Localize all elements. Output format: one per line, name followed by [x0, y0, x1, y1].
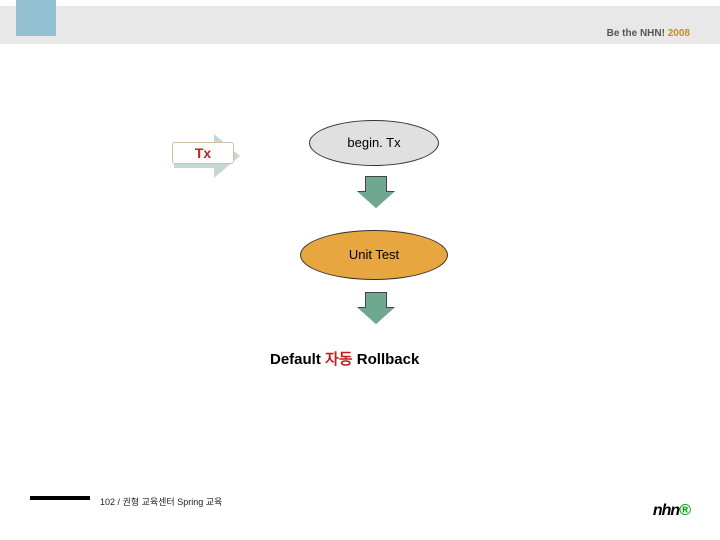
tagline-year: 2008	[668, 28, 690, 39]
header-tagline: Be the NHN! 2008	[607, 28, 690, 39]
unit-test-node: Unit Test	[300, 230, 448, 280]
nhn-logo: nhn®	[653, 502, 690, 520]
diagram-area: Tx begin. Tx Unit Test Default 자동 Rollba…	[0, 120, 720, 540]
footer-page-text: 102 / 권형 교육센터 Spring 교육	[100, 495, 222, 508]
logo-text: nhn	[653, 502, 679, 519]
tagline-prefix: Be the NHN!	[607, 28, 668, 39]
tx-label: Tx	[172, 142, 234, 164]
result-mid: 자동	[325, 351, 353, 368]
begin-tx-node: begin. Tx	[309, 120, 439, 166]
footer-line	[30, 496, 90, 500]
down-arrow-2-icon	[358, 292, 394, 324]
result-suffix: Rollback	[353, 351, 420, 368]
result-prefix: Default	[270, 351, 325, 368]
down-arrow-1-icon	[358, 176, 394, 208]
result-text: Default 자동 Rollback	[270, 348, 419, 369]
header-accent-block	[16, 0, 56, 36]
logo-mark-icon: ®	[679, 502, 690, 519]
